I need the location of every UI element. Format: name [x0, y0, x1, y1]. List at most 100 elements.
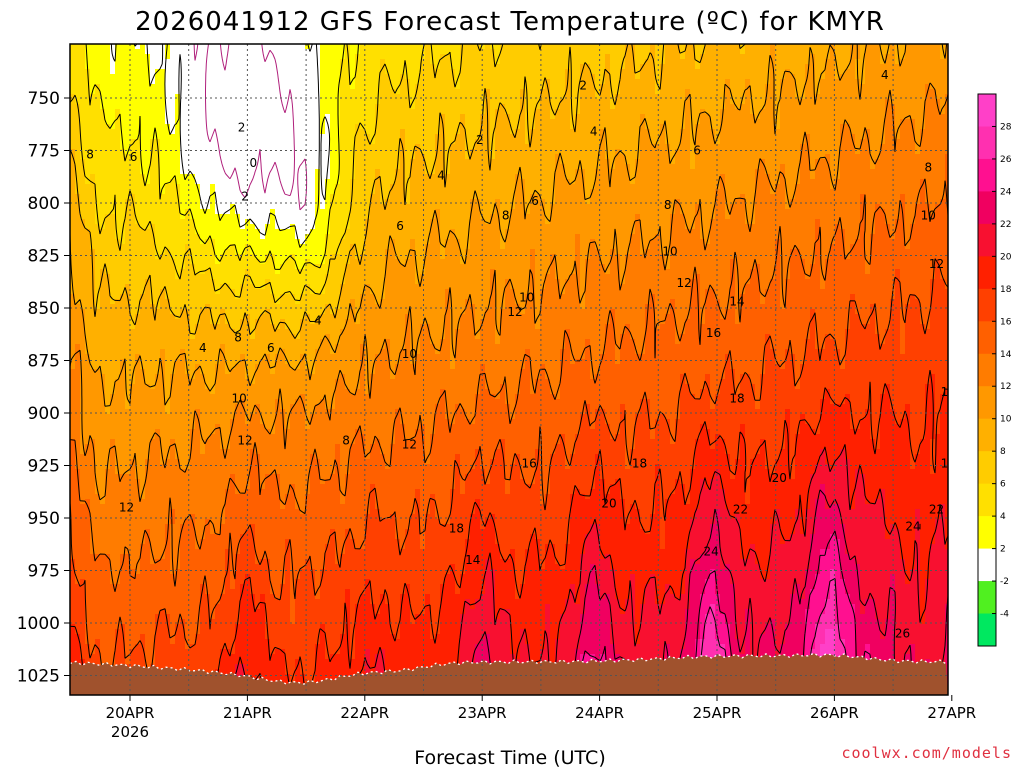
- temperature-cell: [245, 269, 251, 275]
- temperature-cell: [580, 239, 591, 245]
- temperature-cell: [545, 214, 551, 220]
- temperature-cell: [375, 369, 391, 375]
- temperature-cell: [620, 489, 656, 495]
- temperature-cell: [70, 174, 76, 180]
- temperature-cell: [255, 599, 261, 605]
- temperature-cell: [445, 334, 451, 340]
- temperature-cell: [605, 419, 621, 425]
- temperature-cell: [840, 549, 846, 555]
- temperature-cell: [745, 439, 761, 445]
- temperature-cell: [810, 494, 821, 500]
- temperature-cell: [85, 329, 191, 335]
- temperature-cell: [670, 144, 681, 150]
- temperature-cell: [365, 449, 371, 455]
- temperature-cell: [300, 364, 306, 370]
- temperature-cell: [275, 209, 316, 215]
- temperature-cell: [850, 249, 866, 255]
- temperature-cell: [690, 559, 696, 565]
- temperature-cell: [120, 559, 131, 565]
- temperature-cell: [670, 299, 676, 305]
- temperature-cell: [180, 109, 321, 115]
- temperature-cell: [355, 304, 361, 310]
- temperature-cell: [915, 549, 921, 555]
- temperature-cell: [735, 199, 746, 205]
- temperature-cell: [535, 469, 541, 475]
- temperature-cell: [705, 44, 741, 50]
- temperature-cell: [435, 209, 441, 215]
- temperature-cell: [580, 414, 591, 420]
- temperature-cell: [520, 379, 531, 385]
- temperature-cell: [590, 569, 596, 575]
- temperature-cell: [660, 479, 676, 485]
- temperature-cell: [115, 449, 151, 455]
- temperature-cell: [165, 394, 171, 400]
- temperature-cell: [410, 184, 516, 190]
- temperature-cell: [550, 79, 566, 85]
- temperature-cell: [470, 234, 501, 240]
- temperature-cell: [915, 149, 921, 155]
- temperature-cell: [310, 424, 396, 430]
- temperature-cell: [455, 564, 466, 570]
- temperature-cell: [545, 199, 556, 205]
- temperature-cell: [345, 529, 351, 535]
- temperature-cell: [315, 319, 346, 325]
- temperature-cell: [85, 339, 321, 345]
- temperature-cell: [785, 539, 811, 545]
- temperature-cell: [925, 89, 936, 95]
- temperature-cell: [500, 544, 531, 550]
- temperature-cell: [285, 349, 316, 355]
- temperature-cell: [285, 354, 301, 360]
- temperature-cell: [90, 74, 151, 80]
- temperature-cell: [180, 144, 331, 150]
- temperature-cell: [180, 134, 331, 140]
- temperature-cell: [345, 494, 371, 500]
- temperature-cell: [495, 599, 566, 605]
- temperature-cell: [935, 394, 941, 400]
- temperature-cell: [425, 54, 431, 60]
- temperature-cell: [70, 394, 81, 400]
- temperature-cell: [440, 54, 451, 60]
- temperature-cell: [155, 374, 166, 380]
- temperature-cell: [525, 184, 556, 190]
- temperature-cell: [375, 184, 381, 190]
- temperature-cell: [610, 559, 686, 565]
- temperature-cell: [930, 379, 936, 385]
- temperature-cell: [170, 54, 321, 60]
- temperature-cell: [925, 84, 931, 90]
- temperature-cell: [680, 479, 691, 485]
- temperature-cell: [415, 509, 421, 515]
- temperature-cell: [640, 219, 671, 225]
- temperature-cell: [735, 459, 746, 465]
- temperature-cell: [795, 449, 821, 455]
- temperature-cell: [420, 504, 431, 510]
- temperature-cell: [830, 249, 846, 255]
- temperature-cell: [450, 499, 476, 505]
- temperature-cell: [845, 534, 886, 540]
- temperature-cell: [395, 414, 401, 420]
- temperature-cell: [475, 304, 491, 310]
- temperature-cell: [105, 489, 141, 495]
- temperature-cell: [730, 99, 746, 105]
- temperature-cell: [530, 139, 601, 145]
- temperature-cell: [240, 284, 256, 290]
- temperature-cell: [525, 94, 541, 100]
- temperature-cell: [170, 559, 181, 565]
- temperature-cell: [610, 594, 616, 600]
- temperature-cell: [260, 454, 311, 460]
- temperature-cell: [875, 439, 881, 445]
- temperature-cell: [255, 554, 286, 560]
- temperature-cell: [480, 334, 496, 340]
- temperature-cell: [390, 74, 401, 80]
- temperature-cell: [505, 394, 516, 400]
- temperature-cell: [180, 114, 321, 120]
- temperature-cell: [725, 94, 731, 100]
- temperature-cell: [890, 319, 901, 325]
- temperature-cell: [335, 389, 351, 395]
- temperature-cell: [715, 294, 731, 300]
- temperature-cell: [595, 239, 631, 245]
- temperature-cell: [345, 384, 361, 390]
- temperature-cell: [885, 214, 901, 220]
- temperature-cell: [690, 474, 716, 480]
- temperature-cell: [340, 299, 351, 305]
- temperature-cell: [290, 544, 326, 550]
